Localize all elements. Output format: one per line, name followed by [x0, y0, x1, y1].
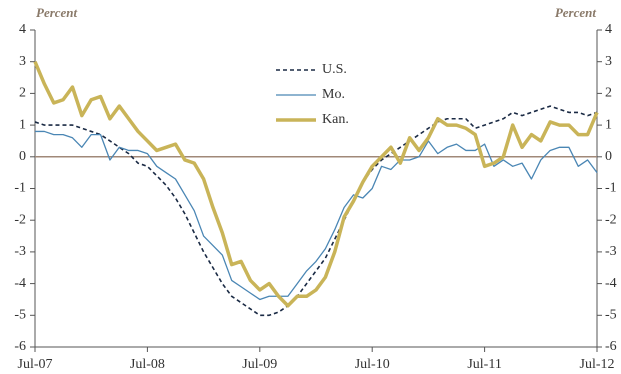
y-tick-label: -3: [14, 244, 26, 259]
y2-tick-label: -6: [605, 339, 617, 354]
y-tick-label: 4: [19, 22, 26, 37]
y-tick-label: -5: [14, 308, 26, 323]
series-line: [33, 61, 599, 308]
y2-tick-label: -4: [605, 276, 617, 291]
y-tick-label: -6: [14, 339, 26, 354]
x-tick-label: Jul-07: [18, 357, 53, 372]
legend-label: U.S.: [322, 62, 347, 77]
y2-tick-label: 1: [605, 117, 612, 132]
y-tick-label: 3: [19, 54, 26, 69]
y2-tick-label: -1: [605, 181, 617, 196]
y2-tick-label: -5: [605, 308, 617, 323]
x-tick-label: Jul-09: [242, 357, 277, 372]
y-tick-label: -2: [14, 212, 26, 227]
x-tick-label: Jul-10: [355, 357, 390, 372]
y2-tick-label: -2: [605, 212, 617, 227]
series-line: [35, 130, 598, 301]
legend-label: Kan.: [322, 112, 349, 127]
series-line: [34, 105, 598, 317]
y2-tick-label: 2: [605, 86, 612, 101]
y-tick-label: -1: [14, 181, 26, 196]
y-tick-label: 0: [19, 149, 26, 164]
y2-tick-label: -3: [605, 244, 617, 259]
y-tick-label: 2: [19, 86, 26, 101]
y2-tick-label: 3: [605, 54, 612, 69]
y2-axis-label: Percent: [555, 5, 597, 20]
y2-tick-label: 4: [605, 22, 612, 37]
y-axis-label: Percent: [36, 5, 78, 20]
x-tick-label: Jul-12: [580, 357, 615, 372]
y-tick-label: 1: [19, 117, 26, 132]
y2-tick-label: 0: [605, 149, 612, 164]
y-tick-label: -4: [14, 276, 26, 291]
x-tick-label: Jul-11: [467, 357, 501, 372]
legend-label: Mo.: [322, 87, 345, 102]
x-tick-label: Jul-08: [130, 357, 165, 372]
